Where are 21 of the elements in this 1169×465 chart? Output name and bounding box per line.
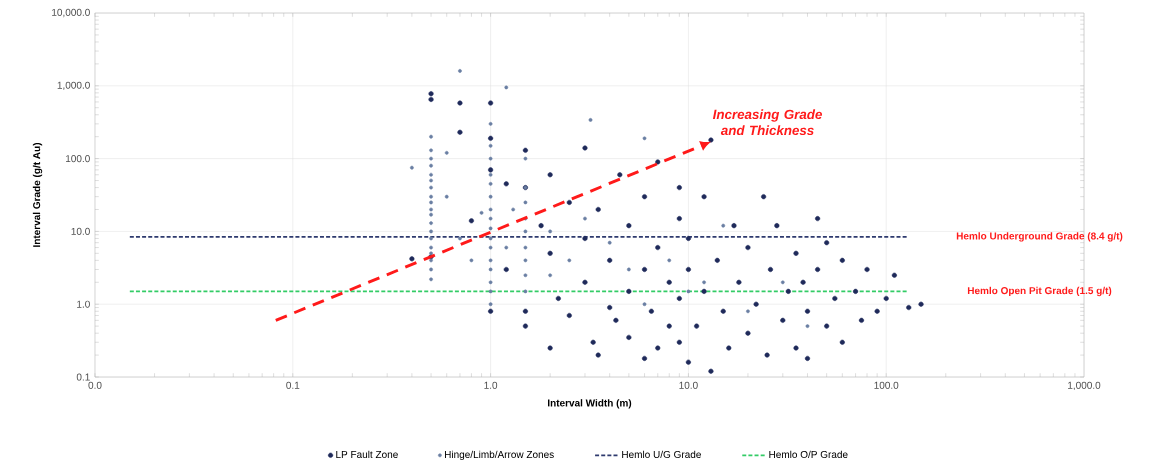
annotation: Increasing Grade and Thickness bbox=[712, 109, 822, 135]
x-tick-label: 0.1 bbox=[286, 381, 300, 389]
y-tick-label: 1,000.0 bbox=[57, 81, 90, 90]
x-tick-label: 100.0 bbox=[874, 381, 899, 389]
x-tick-label: 10.0 bbox=[679, 381, 698, 389]
y-tick-label: 0.1 bbox=[76, 373, 90, 381]
y-axis-title: Interval Grade (g/t Au) bbox=[32, 142, 43, 247]
y-tick-label: 10,000.0 bbox=[52, 8, 90, 18]
annotation: Hemlo Open Pit Grade (1.5 g/t) bbox=[967, 286, 1112, 297]
annotation: Hemlo Underground Grade (8.4 g/t) bbox=[956, 232, 1123, 242]
y-tick-label: 10.0 bbox=[71, 227, 90, 235]
x-tick-label: 1.0 bbox=[484, 381, 498, 389]
legend-label: Hemlo O/P Grade bbox=[769, 450, 848, 458]
x-tick-label: 1,000.0 bbox=[1068, 381, 1101, 390]
y-tick-label: 1.0 bbox=[77, 300, 90, 308]
legend-label: Hinge/Limb/Arrow Zones bbox=[444, 450, 554, 460]
y-tick-label: 100.0 bbox=[66, 154, 90, 163]
legend-label: LP Fault Zone bbox=[336, 450, 398, 458]
x-tick-label: 0.0 bbox=[88, 381, 102, 389]
legend-label: Hemlo U/G Grade bbox=[622, 450, 701, 458]
x-axis-title: Interval Width (m) bbox=[548, 399, 632, 409]
